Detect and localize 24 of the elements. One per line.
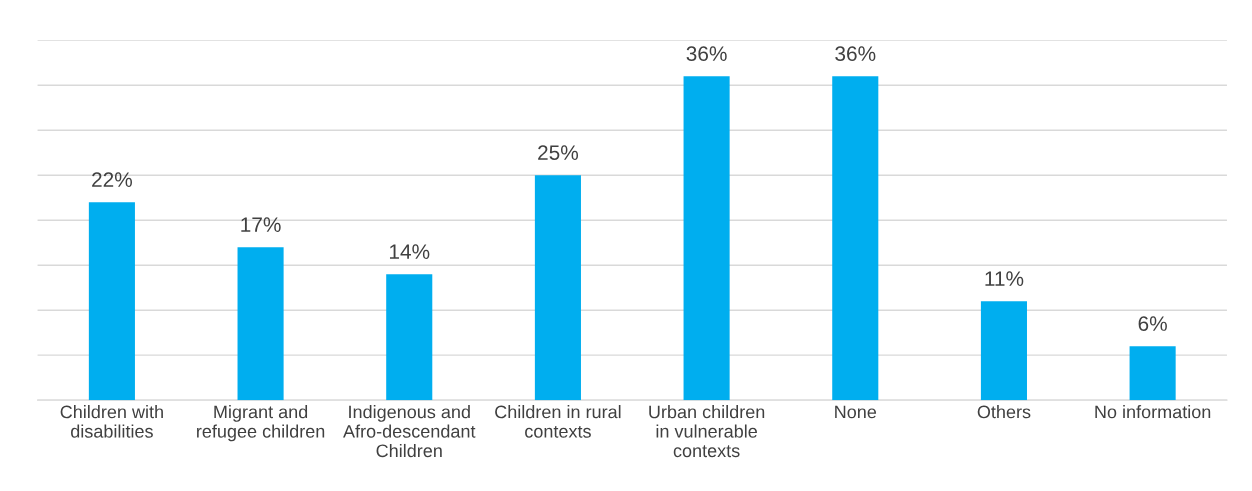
x-tick-label: Urban children in vulnerable contexts — [649, 405, 765, 458]
x-tick-label: Others — [977, 405, 1031, 419]
x-tick-label: Children with disabilities — [60, 405, 163, 438]
bar — [88, 202, 135, 401]
bar — [832, 76, 879, 401]
x-tick-label: No information — [1095, 405, 1211, 419]
data-label: 11% — [985, 271, 1024, 286]
bar — [237, 247, 284, 401]
x-tick-label: None — [835, 405, 877, 419]
data-label: 36% — [835, 46, 876, 62]
data-label: 22% — [92, 172, 133, 187]
x-tick-label: Indigenous and Afro-descendant Children — [343, 405, 476, 458]
x-tick-label: Migrant and refugee children — [197, 405, 325, 442]
bar — [534, 175, 581, 401]
data-label: 17% — [241, 217, 281, 232]
bar — [1129, 346, 1176, 401]
data-label: 6% — [1138, 316, 1167, 331]
bar — [683, 76, 730, 401]
bar — [386, 274, 433, 401]
data-label: 14% — [389, 244, 430, 259]
bar — [980, 301, 1027, 401]
data-label: 36% — [686, 46, 727, 62]
data-label: 25% — [538, 145, 579, 160]
x-tick-label: Children in rural contexts — [495, 405, 621, 438]
